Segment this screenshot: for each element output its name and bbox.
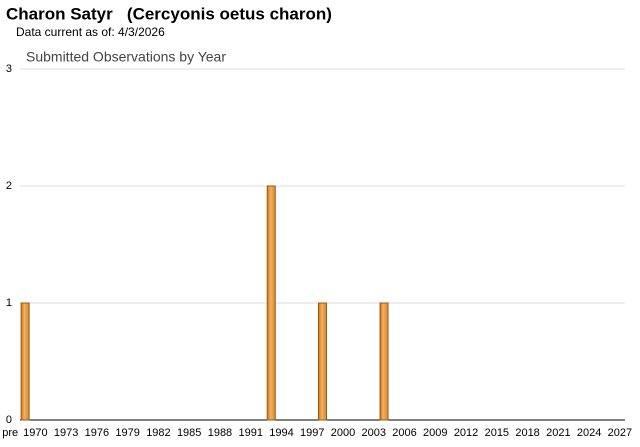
x-tick-label: 1994 <box>269 427 293 439</box>
x-tick-label: 2018 <box>515 427 539 439</box>
bar <box>20 302 30 421</box>
data-date: Data current as of: 4/3/2026 <box>16 25 165 39</box>
x-tick-label: 1970 <box>23 427 47 439</box>
y-tick-label: 1 <box>6 297 12 309</box>
x-tick-label: 1991 <box>238 427 262 439</box>
y-tick-label: 0 <box>6 414 12 426</box>
x-tick-label: 2000 <box>331 427 355 439</box>
x-tick-label: 1976 <box>85 427 109 439</box>
x-tick-label: 1997 <box>300 427 324 439</box>
x-tick-label: 1985 <box>177 427 201 439</box>
x-tick-label: 2003 <box>362 427 386 439</box>
y-tick-label: 3 <box>6 63 12 75</box>
bar <box>266 185 276 421</box>
x-tick-label: 2012 <box>454 427 478 439</box>
y-tick-label: 2 <box>6 180 12 192</box>
bar <box>379 302 389 421</box>
x-tick-label: 1979 <box>115 427 139 439</box>
x-tick-label: pre <box>2 427 18 439</box>
x-tick-label: 2006 <box>392 427 416 439</box>
x-tick-label: 1973 <box>54 427 78 439</box>
x-tick-label: 2009 <box>423 427 447 439</box>
species-title: Charon Satyr (Cercyonis oetus charon) <box>6 4 332 23</box>
bar <box>318 302 327 421</box>
x-tick-label: 2024 <box>577 427 601 439</box>
x-tick-label: 2027 <box>608 427 632 439</box>
chart-title: Submitted Observations by Year <box>26 49 226 65</box>
x-tick-label: 2015 <box>485 427 509 439</box>
x-tick-label: 1988 <box>208 427 232 439</box>
x-tick-label: 1982 <box>146 427 170 439</box>
x-tick-label: 2021 <box>546 427 570 439</box>
